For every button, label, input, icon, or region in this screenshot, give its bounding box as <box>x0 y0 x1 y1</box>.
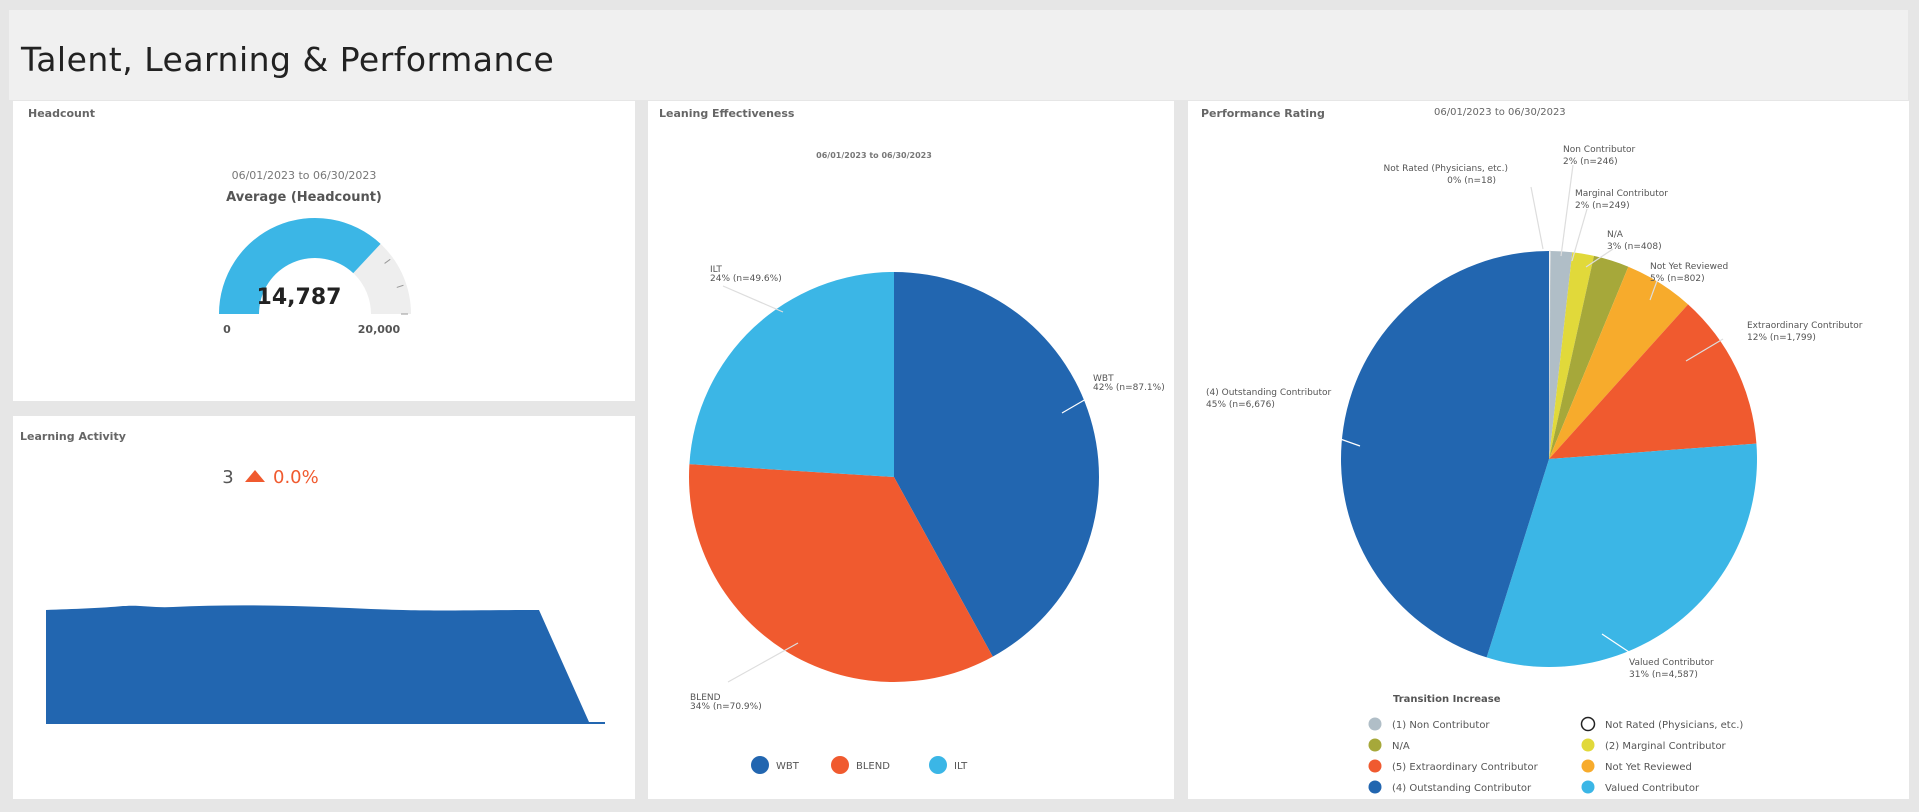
legend-label-4-outstanding-contributor[interactable]: (4) Outstanding Contributor <box>1392 783 1532 794</box>
pie-label-n-a: N/A <box>1607 230 1624 240</box>
pie-connector-not-yet-reviewed <box>1649 280 1658 301</box>
learning-activity-panel[interactable]: Learning Activity 3 0.0% As of: 04/16/20… <box>13 416 635 799</box>
pie-connector-4-outstanding-contributor <box>1283 418 1361 447</box>
pie-label-blend: BLEND <box>690 693 721 703</box>
legend-marker-wbt[interactable] <box>751 756 769 774</box>
gauge-tick <box>384 258 391 264</box>
legend-label-valued-contributor[interactable]: Valued Contributor <box>1605 783 1700 794</box>
pie-slice-blend[interactable] <box>689 464 993 682</box>
performance-legend-title: Transition Increase <box>1393 694 1501 705</box>
learning-activity-chart: 3 0.0% As of: 04/16/2023 <box>46 467 605 758</box>
pie-slice-marginal-contributor[interactable] <box>1549 252 1594 459</box>
legend-marker-not-yet-reviewed[interactable] <box>1581 759 1595 773</box>
pie-slice-n-a[interactable] <box>1549 255 1629 459</box>
pie-connector-non-contributor <box>1560 164 1574 257</box>
pie-value-label-non-contributor: 2% (n=246) <box>1563 157 1618 167</box>
pie-label-4-outstanding-contributor: (4) Outstanding Contributor <box>1206 388 1332 398</box>
performance-pie-chart: Not Rated (Physicians, etc.) 0% (n=18) Non… <box>1206 145 1863 794</box>
headcount-date-range: 06/01/2023 to 06/30/2023 <box>232 169 377 182</box>
pie-label-extraordinary-contributor: Extraordinary Contributor <box>1747 321 1863 331</box>
pie-label-not-yet-reviewed: Not Yet Reviewed <box>1650 262 1728 272</box>
pie-connector-marginal-contributor <box>1571 208 1588 262</box>
learning-activity-change: 0.0% <box>273 467 319 488</box>
page-title: Talent, Learning & Performance <box>21 40 555 79</box>
legend-marker-blend[interactable] <box>831 756 849 774</box>
pie-value-label-valued-contributor: 31% (n=4,587) <box>1629 670 1698 680</box>
legend-label-ilt[interactable]: ILT <box>954 761 968 772</box>
legend-marker-valued-contributor[interactable] <box>1581 780 1595 794</box>
pie-value-label-not-rated-physicians-etc: 0% (n=18) <box>1447 176 1496 186</box>
gauge-min-label: 0 <box>223 323 231 336</box>
pie-value-label-not-yet-reviewed: 5% (n=802) <box>1650 274 1705 284</box>
legend-label-n-a[interactable]: N/A <box>1392 741 1410 752</box>
effectiveness-title: Leaning Effectiveness <box>659 107 795 120</box>
legend-label-blend[interactable]: BLEND <box>856 761 890 772</box>
legend-label-5-extraordinary-contributor[interactable]: (5) Extraordinary Contributor <box>1392 762 1539 773</box>
gauge-tick <box>396 284 404 288</box>
pie-connector-extraordinary-contributor <box>1685 338 1724 362</box>
gauge-max-label: 20,000 <box>358 323 401 336</box>
performance-title: Performance Rating <box>1201 107 1325 120</box>
performance-date-range: 06/01/2023 to 06/30/2023 <box>1434 107 1566 118</box>
pie-connector-blend <box>727 642 799 683</box>
legend-label-wbt[interactable]: WBT <box>776 761 800 772</box>
pie-value-label-extraordinary-contributor: 12% (n=1,799) <box>1747 333 1816 343</box>
headcount-panel[interactable]: Headcount 06/01/2023 to 06/30/2023 Avera… <box>13 101 635 401</box>
pie-slice-non-contributor[interactable] <box>1549 251 1573 459</box>
gauge-value-arc <box>219 218 381 314</box>
pie-value-label-blend: 34% (n=70.9%) <box>690 702 762 712</box>
pie-value-label-4-outstanding-contributor: 45% (n=6,676) <box>1206 400 1275 410</box>
legend-label-1-non-contributor[interactable]: (1) Non Contributor <box>1392 720 1490 731</box>
learning-activity-count: 3 <box>222 467 233 488</box>
pie-value-label-ilt: 24% (n=49.6%) <box>710 274 782 284</box>
headcount-value: 14,787 <box>257 285 342 310</box>
legend-marker-2-marginal-contributor[interactable] <box>1581 738 1595 752</box>
pie-label-wbt: WBT <box>1093 374 1114 384</box>
pie-slice-4-outstanding-contributor[interactable] <box>1340 251 1549 658</box>
legend-marker-not-rated-physicians-etc[interactable] <box>1580 716 1596 732</box>
pie-label-marginal-contributor: Marginal Contributor <box>1575 189 1668 199</box>
pie-label-not-rated-physicians-etc: Not Rated (Physicians, etc.) <box>1384 164 1508 174</box>
legend-marker-ilt[interactable] <box>929 756 947 774</box>
legend-label-not-yet-reviewed[interactable]: Not Yet Reviewed <box>1605 762 1692 773</box>
pie-slice-not-yet-reviewed[interactable] <box>1549 266 1689 459</box>
activity-area <box>46 605 605 724</box>
legend-marker-1-non-contributor[interactable] <box>1368 717 1382 731</box>
as-of-label: As of: 04/16/2023 <box>511 750 580 758</box>
pie-slice-extraordinary-contributor[interactable] <box>1549 304 1757 459</box>
pie-slice-ilt[interactable] <box>689 272 894 477</box>
headcount-gauge: 06/01/2023 to 06/30/2023 Average (Headco… <box>219 169 411 336</box>
pie-slice-not-rated-physicians-etc[interactable] <box>1548 250 1551 460</box>
legend-marker-n-a[interactable] <box>1368 738 1382 752</box>
page-header: Talent, Learning & Performance <box>9 10 1908 100</box>
performance-panel[interactable]: Performance Rating 06/01/2023 to 06/30/2… <box>1188 101 1909 799</box>
legend-label-2-marginal-contributor[interactable]: (2) Marginal Contributor <box>1605 741 1727 752</box>
learning-activity-title: Learning Activity <box>20 430 126 443</box>
gauge-ticks <box>384 258 408 315</box>
pie-connector-ilt <box>722 285 784 313</box>
pie-label-valued-contributor: Valued Contributor <box>1629 658 1714 668</box>
pie-slice-valued-contributor[interactable] <box>1486 443 1757 668</box>
headcount-subtitle: Average (Headcount) <box>226 190 382 205</box>
pie-slice-wbt[interactable] <box>894 272 1099 657</box>
pie-connector-wbt <box>1061 394 1094 414</box>
pie-label-ilt: ILT <box>710 265 722 275</box>
pie-connector-valued-contributor <box>1601 633 1630 653</box>
pie-label-non-contributor: Non Contributor <box>1563 145 1635 155</box>
headcount-title: Headcount <box>28 107 95 120</box>
pie-connector-not-rated-physicians-etc <box>1530 186 1544 250</box>
pie-connector-n-a <box>1585 248 1614 268</box>
effectiveness-panel[interactable]: Leaning Effectiveness 06/01/2023 to 06/3… <box>648 101 1174 799</box>
pie-value-label-wbt: 42% (n=87.1%) <box>1093 383 1165 393</box>
pie-value-label-marginal-contributor: 2% (n=249) <box>1575 201 1630 211</box>
effectiveness-date-range: 06/01/2023 to 06/30/2023 <box>816 151 932 160</box>
legend-marker-4-outstanding-contributor[interactable] <box>1368 780 1382 794</box>
legend-marker-5-extraordinary-contributor[interactable] <box>1368 759 1382 773</box>
legend-label-not-rated-physicians-etc[interactable]: Not Rated (Physicians, etc.) <box>1605 720 1743 731</box>
pie-value-label-n-a: 3% (n=408) <box>1607 242 1662 252</box>
trend-up-icon <box>245 470 265 482</box>
